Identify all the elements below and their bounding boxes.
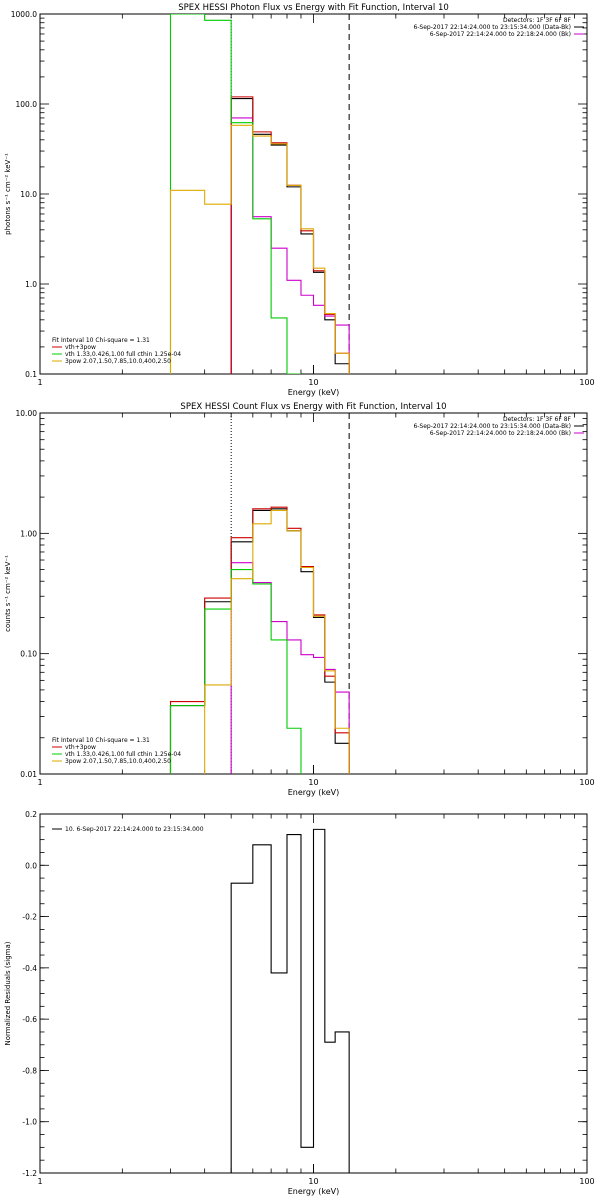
plot-frame [39, 13, 588, 375]
legend-line: 3pow 2.07,1.50,7.85,10.0,400,2.50 [65, 358, 171, 365]
series-0-step-line [230, 828, 350, 1173]
y-tick-label: -0.4 [22, 964, 37, 973]
series-2-step-line [169, 506, 350, 774]
y-tick-label: 1.00 [20, 529, 37, 538]
x-tick-label: 100 [579, 1177, 594, 1186]
x-axis-label: Energy (keV) [288, 388, 340, 397]
legend-line: Fit Interval 10 Chi-square = 1.31 [52, 737, 150, 744]
y-tick-label: -0.2 [22, 913, 37, 922]
y-tick-label: 0.0 [25, 861, 37, 870]
chart-title: SPEX HESSI Count Flux vs Energy with Fit… [180, 402, 446, 412]
legend-line: 3pow 2.07,1.50,7.85,10.0,400,2.50 [65, 758, 171, 765]
series-0-step-line [230, 97, 350, 374]
series-0-step-line [169, 508, 350, 774]
header-line: Detectors: 1F 3F 6F 8F [503, 17, 572, 24]
y-tick-label: 0.2 [25, 810, 37, 819]
series-2-step-line [230, 96, 350, 374]
legend-line: Fit Interval 10 Chi-square = 1.31 [52, 337, 150, 344]
x-tick-label: 1 [37, 1177, 42, 1186]
x-axis-label: Energy (keV) [288, 1187, 340, 1196]
legend-line: vth+3pow [65, 744, 96, 751]
x-tick-label: 10 [308, 378, 318, 387]
header-line: 6-Sep-2017 22:14:24.000 to 23:15:34.000 … [413, 423, 571, 430]
series-4-step-line [169, 124, 350, 374]
y-tick-label: -0.8 [22, 1066, 37, 1075]
y-tick-label: -1.0 [22, 1118, 37, 1127]
x-tick-label: 10 [308, 1177, 318, 1186]
header-line: 6-Sep-2017 22:14:24.000 to 22:18:24.000 … [430, 430, 571, 437]
y-tick-label: 1000.0 [11, 10, 37, 19]
series-4-step-line [204, 509, 350, 774]
chart-title: SPEX HESSI Photon Flux vs Energy with Fi… [178, 3, 449, 13]
y-tick-label: 0.01 [20, 770, 37, 779]
header-line: Detectors: 1F 3F 6F 8F [503, 416, 572, 423]
x-tick-label: 1 [37, 778, 42, 787]
y-axis-label: counts s⁻¹ cm⁻² keV⁻¹ [4, 555, 12, 632]
x-tick-label: 100 [579, 378, 594, 387]
y-tick-label: 10.0 [20, 190, 37, 199]
y-tick-label: -0.6 [22, 1015, 37, 1024]
series-3-step-line [169, 569, 302, 774]
x-tick-label: 100 [579, 778, 594, 787]
series-3-step-line [169, 14, 301, 374]
header-line: 6-Sep-2017 22:14:24.000 to 23:15:34.000 … [413, 24, 571, 31]
series-1-step-line [230, 562, 350, 774]
legend-line: 10. 6-Sep-2017 22:14:24.000 to 23:15:34.… [65, 826, 204, 833]
x-axis-label: Energy (keV) [288, 788, 340, 797]
legend-line: vth+3pow [65, 344, 96, 351]
y-tick-label: 10.00 [16, 409, 38, 418]
y-axis-label: Normalized Residuals (sigma) [4, 941, 12, 1045]
x-tick-label: 10 [308, 778, 318, 787]
y-tick-label: 0.1 [25, 370, 37, 379]
y-tick-label: 1.0 [25, 280, 37, 289]
header-line: 6-Sep-2017 22:14:24.000 to 22:18:24.000 … [430, 31, 571, 38]
series-1-step-line [230, 117, 350, 374]
legend-line: vth 1.33,0.426,1.00 full cthin 1.25e-04 [65, 751, 181, 758]
y-axis-label: photons s⁻¹ cm⁻² keV⁻¹ [4, 153, 12, 235]
legend-line: vth 1.33,0.426,1.00 full cthin 1.25e-04 [65, 351, 181, 358]
x-tick-label: 1 [37, 378, 42, 387]
y-tick-label: 0.10 [20, 650, 37, 659]
y-tick-label: 100.0 [16, 100, 38, 109]
y-tick-label: -1.2 [22, 1169, 37, 1178]
